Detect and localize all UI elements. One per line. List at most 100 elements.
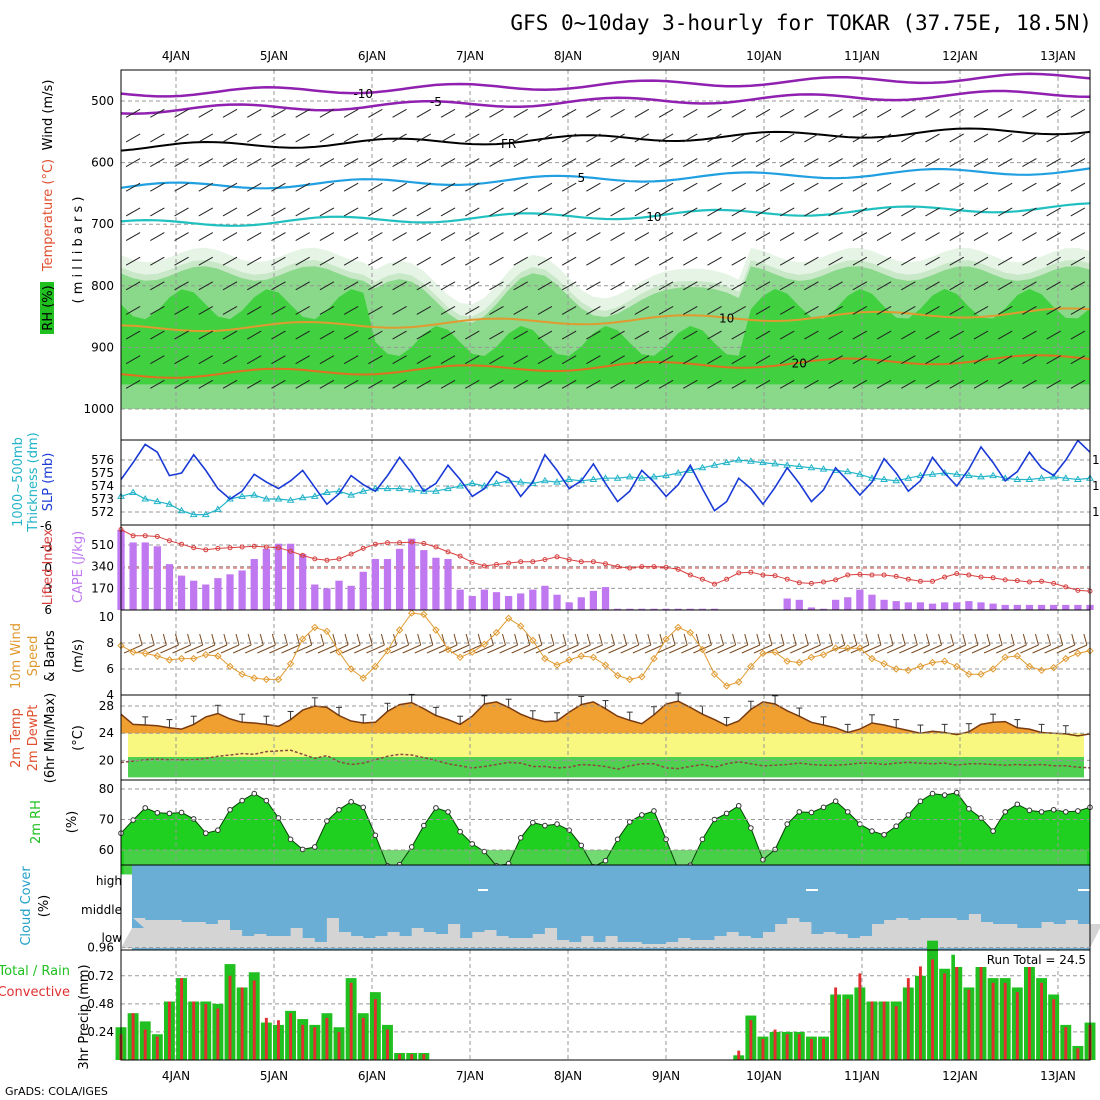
wind-barb-flag [187, 633, 192, 646]
wind-barb-flag [950, 633, 955, 646]
lifted-index-point [372, 541, 378, 547]
wind-barb [392, 232, 407, 241]
wind10-label-2: Speed [26, 636, 41, 677]
cape-bar [480, 589, 489, 610]
cape-bar [650, 608, 658, 610]
thickness-point [613, 474, 622, 481]
wind-barb [1046, 256, 1061, 266]
wind-barb-flag [720, 633, 724, 646]
wind-barb [876, 256, 892, 266]
wind-barb [317, 644, 337, 654]
wind-barb [125, 133, 141, 143]
wind-barb [634, 281, 650, 291]
wind-barb [658, 355, 674, 365]
wind-barb [489, 158, 504, 168]
wind-barb [610, 355, 625, 365]
precip-tick: 0.48 [87, 997, 114, 1011]
lifted-index-point [603, 561, 608, 567]
wind-barb [125, 158, 141, 168]
thickness-point [819, 465, 828, 472]
wind-barb [416, 379, 432, 389]
wind-barb [295, 182, 310, 192]
wind-barb [440, 133, 456, 143]
precip-side-labels: Total / Rain Convective 3hr Precip (mm) [0, 964, 92, 1070]
lifted-index-point [263, 544, 269, 550]
rh-point [929, 790, 936, 797]
wind-barb [925, 379, 940, 389]
wind-barb-flag [1047, 633, 1052, 646]
rh-point [905, 812, 912, 818]
wind-barb [489, 281, 504, 291]
wind-barb [901, 158, 916, 168]
cape-bar [238, 570, 246, 610]
wind-barb [777, 644, 797, 654]
wind-barb [997, 158, 1013, 168]
bottom-date-label: 10JAN [746, 1069, 782, 1083]
lifted-index-point [845, 572, 851, 578]
wind-barb [489, 379, 504, 389]
wind-barb [779, 306, 795, 315]
slp-tick: 1012 [1092, 505, 1100, 519]
wind-barb [150, 355, 165, 365]
wind-barb [295, 108, 310, 118]
precip-conv-bar [337, 1031, 341, 1060]
wind-barb [271, 207, 286, 217]
thickness-point [407, 485, 416, 493]
wind-speed-point [674, 623, 682, 632]
wind-barb [1070, 330, 1086, 340]
li-tick: 3 [44, 582, 52, 596]
wind-barb [828, 256, 843, 266]
wind-speed-point [1013, 652, 1022, 660]
cape-bar [250, 559, 258, 610]
wind-speed-point [626, 675, 634, 684]
wind-barb [997, 256, 1013, 266]
wind-barb [246, 207, 262, 217]
lifted-index-point [736, 570, 742, 576]
wind-barb [246, 330, 262, 340]
cape-bar [953, 602, 961, 610]
wind-barb [586, 182, 601, 192]
rh-point [421, 822, 427, 829]
wind-barb-flag [550, 633, 555, 646]
wind-barb [828, 182, 843, 192]
wind-barb-flag [150, 633, 155, 646]
wind-barb [489, 182, 504, 192]
wind-barb [707, 379, 722, 389]
cape-label: CAPE (J/kg) [71, 531, 86, 603]
cloud-side-labels: Cloud Cover (%) [19, 866, 52, 946]
wind-barb-flag [925, 633, 930, 646]
wind-barb-flag [308, 633, 313, 646]
rh-point [263, 797, 270, 804]
wind-barb [198, 133, 214, 143]
thickness-point [795, 462, 804, 469]
cape-bar [795, 599, 803, 610]
lifted-index-point [627, 565, 633, 571]
cape-bar [347, 585, 355, 610]
wind-barb [416, 232, 432, 241]
cape-bar [589, 590, 598, 610]
cloud-level-high: high [96, 874, 122, 888]
wind-barb [295, 232, 310, 241]
wind-barb [779, 108, 795, 118]
wind-barb-flag [477, 633, 482, 646]
wind-speed-point [529, 636, 537, 645]
lifted-index-point [251, 543, 257, 549]
rh-point [142, 805, 149, 811]
thickness-point [928, 470, 937, 477]
wind-barb [150, 306, 165, 315]
wind-barb [319, 256, 335, 266]
wind-barb [1070, 256, 1086, 266]
lifted-index-point [905, 576, 911, 582]
wind-barb [537, 355, 553, 365]
wind-barb [755, 158, 771, 168]
precip-conv-bar [785, 1034, 789, 1060]
wind-barb [475, 644, 494, 654]
wind-barb [802, 644, 821, 654]
wind-barb [755, 281, 771, 291]
cape-bar [1074, 604, 1082, 610]
wind-barb [416, 355, 432, 365]
wind-barb [1046, 232, 1061, 241]
precip-conv-bar [931, 959, 934, 1060]
wind-barb [499, 644, 518, 654]
thickness-point [262, 495, 271, 502]
